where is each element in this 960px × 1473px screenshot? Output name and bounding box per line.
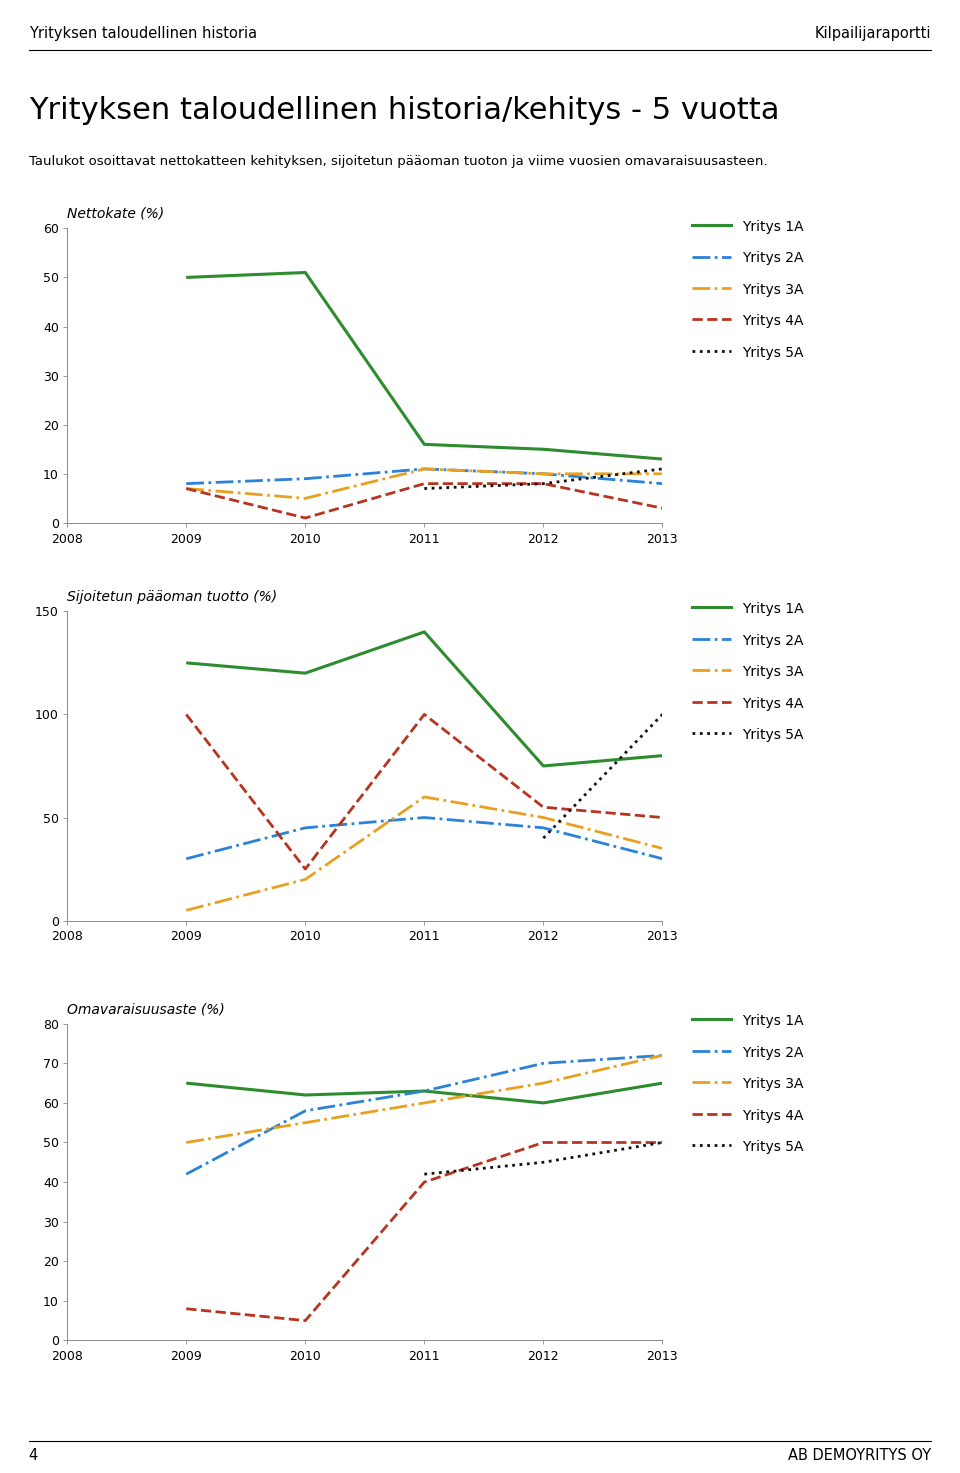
Text: Kilpailijaraportti: Kilpailijaraportti [815,27,931,41]
Text: 4: 4 [29,1448,38,1463]
Text: Omavaraisuusaste (%): Omavaraisuusaste (%) [67,1002,225,1016]
Legend: Yritys 1A, Yritys 2A, Yritys 3A, Yritys 4A, Yritys 5A: Yritys 1A, Yritys 2A, Yritys 3A, Yritys … [686,214,809,365]
Text: Nettokate (%): Nettokate (%) [67,206,164,221]
Text: Taulukot osoittavat nettokatteen kehityksen, sijoitetun pääoman tuoton ja viime : Taulukot osoittavat nettokatteen kehityk… [29,155,767,168]
Legend: Yritys 1A, Yritys 2A, Yritys 3A, Yritys 4A, Yritys 5A: Yritys 1A, Yritys 2A, Yritys 3A, Yritys … [686,597,809,748]
Text: Yrityksen taloudellinen historia/kehitys - 5 vuotta: Yrityksen taloudellinen historia/kehitys… [29,96,780,125]
Text: Sijoitetun pääoman tuotto (%): Sijoitetun pääoman tuotto (%) [67,589,277,604]
Legend: Yritys 1A, Yritys 2A, Yritys 3A, Yritys 4A, Yritys 5A: Yritys 1A, Yritys 2A, Yritys 3A, Yritys … [686,1008,809,1159]
Text: Yrityksen taloudellinen historia: Yrityksen taloudellinen historia [29,27,257,41]
Text: AB DEMOYRITYS OY: AB DEMOYRITYS OY [788,1448,931,1463]
